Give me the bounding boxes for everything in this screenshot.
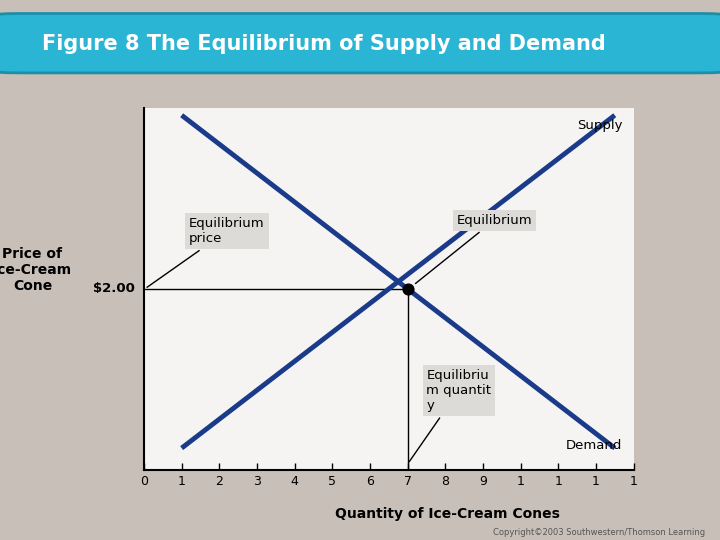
Text: Equilibrium
price: Equilibrium price [147,217,265,287]
Text: Quantity of Ice-Cream Cones: Quantity of Ice-Cream Cones [335,507,560,521]
Text: Supply: Supply [577,119,622,132]
Text: Equilibriu
m quantit
y: Equilibriu m quantit y [409,369,492,462]
Text: Figure 8 The Equilibrium of Supply and Demand: Figure 8 The Equilibrium of Supply and D… [42,34,606,55]
Text: Copyright©2003 Southwestern/Thomson Learning: Copyright©2003 Southwestern/Thomson Lear… [493,528,706,537]
FancyBboxPatch shape [0,14,720,73]
Text: $2.00: $2.00 [93,282,135,295]
Text: Demand: Demand [566,438,622,451]
Text: Equilibrium: Equilibrium [415,214,532,284]
Text: Price of
Ice-Cream
Cone: Price of Ice-Cream Cone [0,247,72,293]
Point [402,285,413,293]
